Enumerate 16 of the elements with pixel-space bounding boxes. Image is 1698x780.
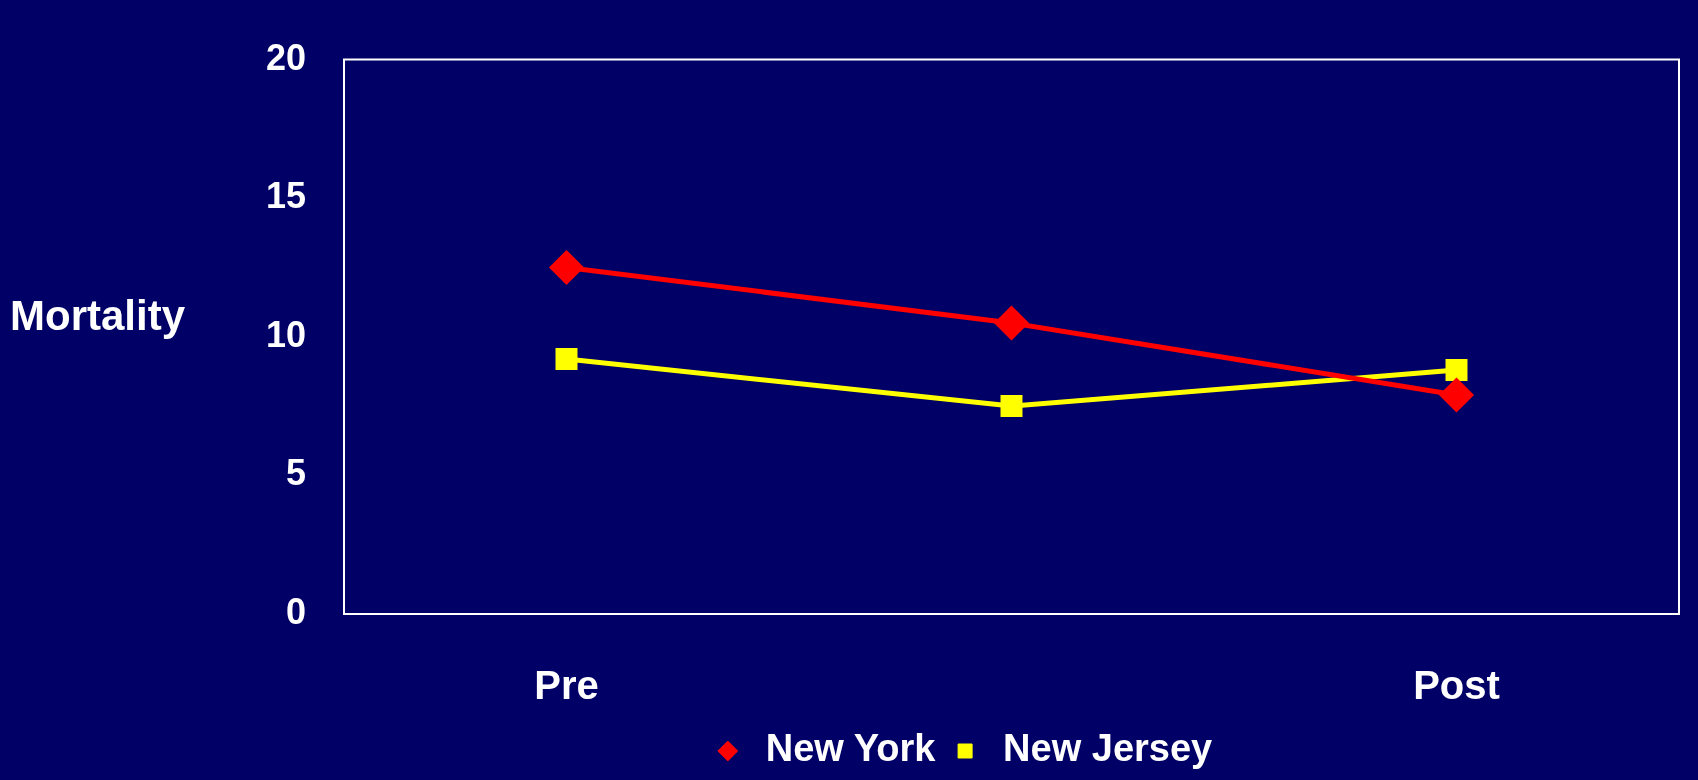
point bbox=[550, 251, 583, 284]
y-tick-label: 15 bbox=[265, 175, 306, 217]
point bbox=[1445, 359, 1468, 382]
point bbox=[995, 306, 1028, 340]
y-axis-title: Mortality bbox=[10, 292, 186, 340]
point bbox=[555, 347, 578, 370]
x-tick-label: Pre bbox=[534, 663, 599, 708]
y-tick-label: 0 bbox=[285, 590, 306, 632]
x-tick-label: Post bbox=[1413, 663, 1500, 708]
y-tick-label: 20 bbox=[265, 36, 306, 78]
legend-label: New York bbox=[765, 727, 937, 770]
point bbox=[1000, 395, 1023, 418]
y-tick-label: 10 bbox=[265, 313, 306, 355]
point bbox=[1440, 378, 1473, 412]
legend-label: New Jersey bbox=[1003, 727, 1213, 770]
y-tick-label: 5 bbox=[285, 452, 306, 494]
